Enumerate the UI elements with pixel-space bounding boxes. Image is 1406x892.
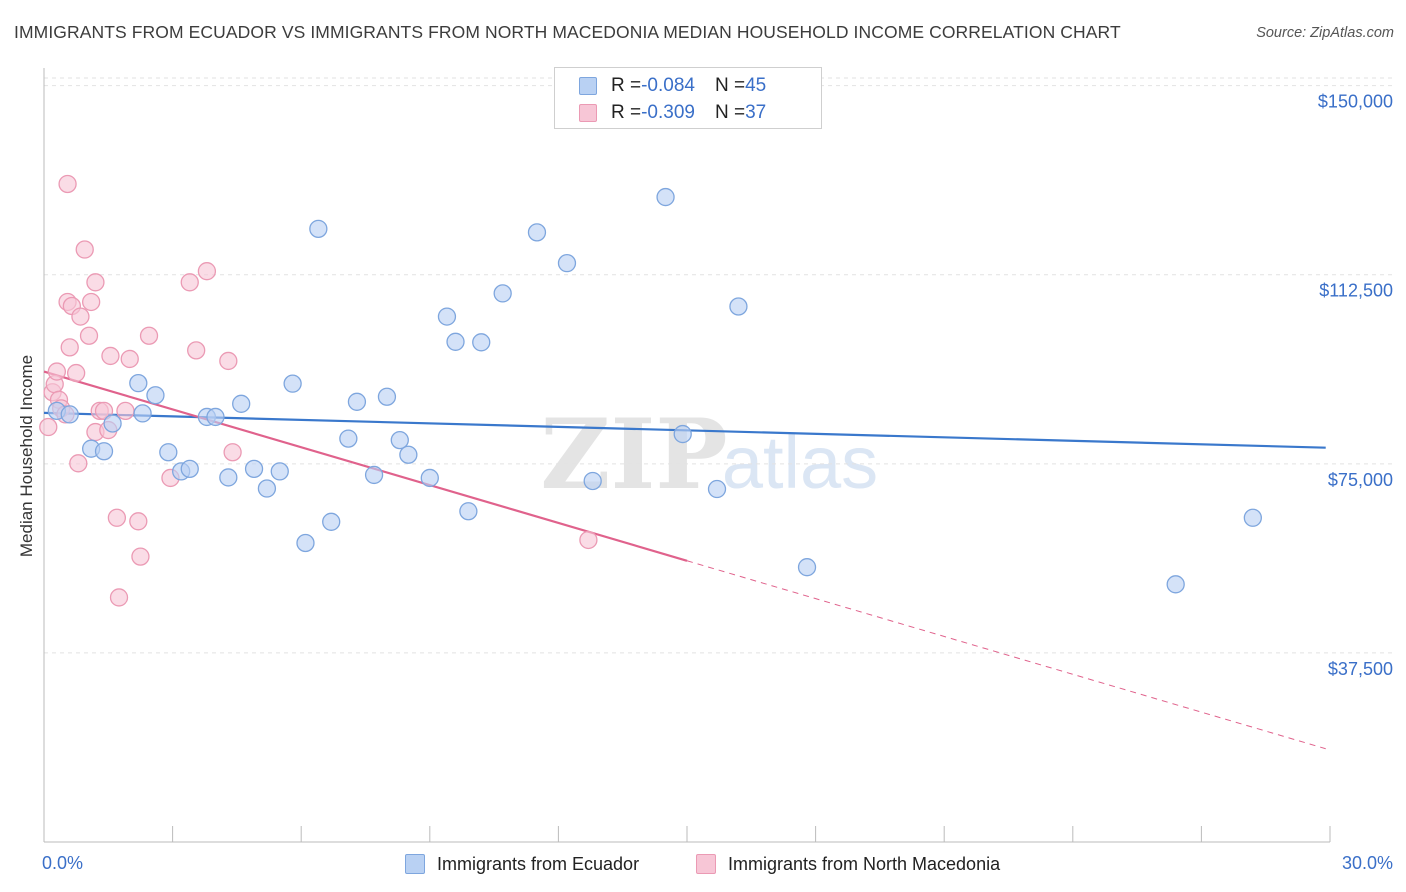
data-point	[180, 459, 199, 479]
data-point	[579, 530, 598, 550]
data-point	[120, 349, 139, 369]
data-point	[116, 401, 135, 421]
stats-r-value: -0.084	[641, 75, 695, 96]
data-point	[103, 414, 122, 433]
data-point	[390, 430, 409, 450]
data-point	[69, 454, 88, 473]
data-point	[527, 223, 547, 242]
data-point	[583, 471, 602, 491]
data-point	[472, 333, 491, 352]
stats-n-value: 45	[745, 75, 767, 96]
data-point	[1243, 508, 1262, 527]
y-tick-label: $112,500	[1319, 281, 1393, 301]
stats-swatch-ecuador	[579, 77, 597, 95]
legend-item-ecuador[interactable]: Immigrants from Ecuador	[405, 851, 639, 877]
data-point	[232, 394, 251, 413]
data-point	[729, 297, 748, 316]
data-point	[219, 468, 238, 487]
stats-swatch-north-macedonia	[579, 104, 597, 122]
data-point	[94, 401, 114, 421]
data-point	[446, 332, 465, 351]
stats-r-label: R =	[611, 75, 642, 96]
data-point	[139, 326, 159, 345]
data-point	[109, 588, 129, 607]
legend-swatch-north-macedonia	[696, 854, 716, 874]
legend-label-ecuador: Immigrants from Ecuador	[437, 853, 640, 874]
data-point	[244, 459, 264, 479]
data-point	[459, 502, 478, 521]
data-point	[47, 362, 67, 381]
stats-r-label: R =	[611, 102, 642, 123]
data-point	[39, 417, 58, 437]
data-point	[219, 351, 238, 371]
data-point	[94, 442, 114, 461]
data-point	[129, 512, 148, 531]
data-point	[493, 284, 512, 303]
data-point	[159, 443, 178, 462]
watermark: ZIP atlas	[540, 398, 878, 511]
data-point	[347, 392, 367, 411]
source-note: Source: ZipAtlas.com	[1256, 25, 1394, 41]
data-point	[673, 424, 692, 444]
data-point	[420, 468, 439, 488]
chart-title: IMMIGRANTS FROM ECUADOR VS IMMIGRANTS FR…	[14, 22, 1121, 42]
stats-row-ecuador: R = -0.084 N = 45	[579, 72, 766, 100]
data-point	[339, 429, 358, 448]
data-point	[67, 363, 86, 383]
data-point	[131, 547, 150, 566]
data-point	[322, 512, 341, 531]
y-tick-label: $37,500	[1328, 659, 1393, 679]
data-point	[60, 338, 79, 357]
data-point	[437, 307, 457, 326]
x-tick-label: 0.0%	[42, 853, 83, 873]
data-point	[707, 479, 727, 499]
data-point	[101, 346, 120, 366]
stats-n-label: N =	[714, 75, 746, 96]
legend-item-north-macedonia[interactable]: Immigrants from North Macedonia	[696, 851, 1000, 877]
data-point	[283, 374, 302, 393]
data-point	[197, 262, 217, 281]
stats-r-value: -0.309	[641, 102, 695, 123]
data-point	[146, 386, 165, 405]
data-point	[656, 187, 675, 207]
data-point	[557, 253, 577, 273]
data-point	[364, 465, 384, 485]
data-point	[797, 558, 817, 577]
data-point	[58, 174, 77, 194]
data-point	[309, 219, 328, 239]
data-point	[86, 273, 105, 292]
data-point	[399, 445, 418, 464]
data-point	[129, 373, 148, 393]
stats-row-north-macedonia: R = -0.309 N = 37	[579, 99, 766, 127]
legend-label-north-macedonia: Immigrants from North Macedonia	[728, 853, 1001, 874]
data-point	[270, 462, 289, 481]
y-tick-label: $75,000	[1328, 470, 1393, 490]
data-point	[206, 407, 225, 427]
data-point	[75, 240, 94, 259]
data-point	[187, 341, 206, 360]
data-point	[1166, 575, 1185, 594]
data-point	[257, 479, 277, 498]
data-point	[71, 307, 90, 326]
data-point	[223, 443, 242, 462]
data-point	[79, 326, 99, 345]
stats-n-value: 37	[745, 102, 767, 123]
data-point	[180, 273, 199, 292]
data-point	[296, 533, 315, 553]
data-point	[82, 292, 101, 312]
data-point	[377, 387, 397, 406]
x-tick-label: 30.0%	[1342, 853, 1393, 873]
data-point	[60, 405, 79, 424]
correlation-stats-box: R = -0.084 N = 45 R = -0.309 N = 37	[554, 67, 822, 129]
stats-n-label: N =	[714, 102, 746, 123]
trend-line-dashed-1	[686, 560, 1326, 750]
data-point	[107, 508, 127, 527]
y-tick-label: $150,000	[1318, 92, 1393, 112]
data-point	[133, 404, 152, 423]
legend-swatch-ecuador	[405, 854, 425, 874]
watermark-zip: ZIP	[540, 398, 727, 511]
